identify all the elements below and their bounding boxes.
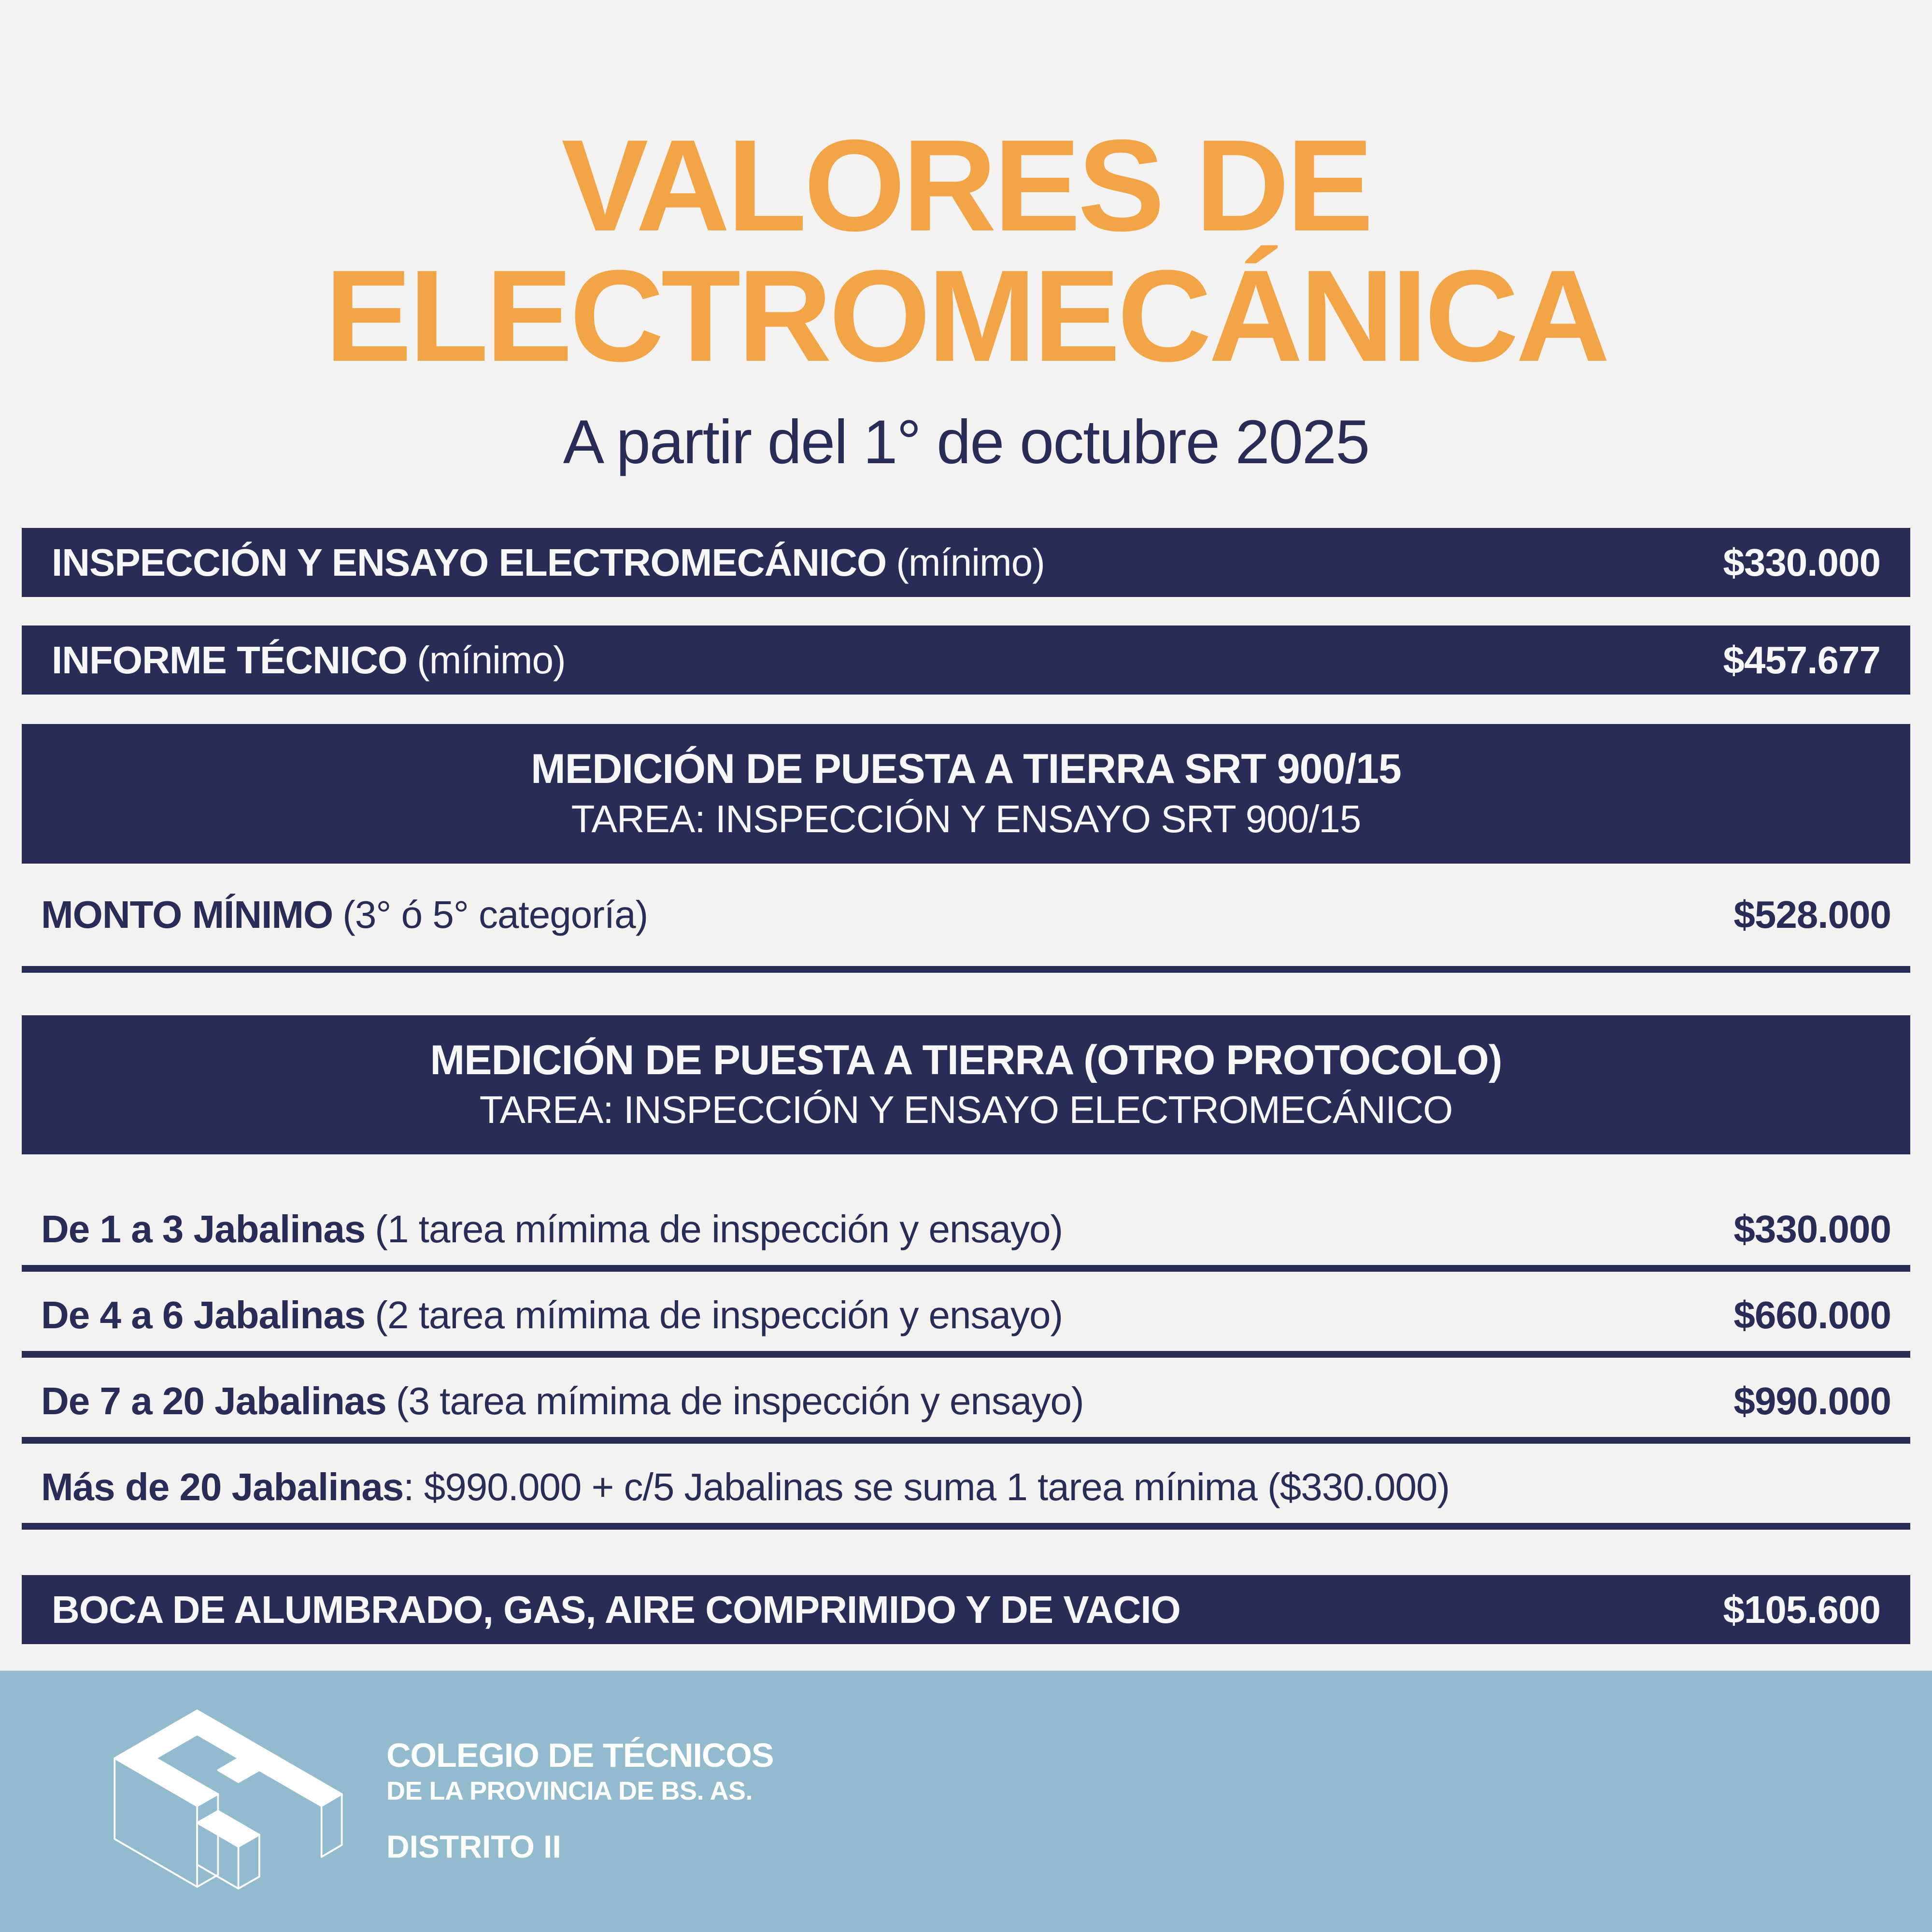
effective-date: A partir del 1° de octubre 2025 — [563, 408, 1370, 477]
row-label: De 1 a 3 Jabalinas (1 tarea mímima de ins… — [41, 1208, 1063, 1251]
ct-isometric-logo-icon — [114, 1709, 343, 1889]
row-label: De 7 a 20 Jabalinas (3 tarea mímima de in… — [41, 1379, 1084, 1423]
row-label: BOCA DE ALUMBRADO, GAS, AIRE COMPRIMIDO … — [52, 1588, 1181, 1631]
header: VALORES DE ELECTROMECÁNICA A partir del … — [0, 0, 1932, 478]
section-header: MEDICIÓN DE PUESTA A TIERRA (OTRO PROTOC… — [22, 1015, 1910, 1155]
page-title-line1: VALORES DE — [561, 113, 1373, 258]
section-title: MEDICIÓN DE PUESTA A TIERRA (OTRO PROTOC… — [430, 1037, 1502, 1083]
section-subtitle: TAREA: INSPECCIÓN Y ENSAYO ELECTROMECÁNI… — [479, 1088, 1453, 1132]
table-row: De 4 a 6 Jabalinas (2 tarea mímima de ins… — [22, 1279, 1910, 1358]
table-row: MONTO MÍNIMO (3° ó 5° categoría) $528.000 — [22, 864, 1910, 973]
district-label: DISTRITO II — [386, 1828, 561, 1864]
row-price: $105.600 — [1723, 1588, 1881, 1631]
row-label: De 4 a 6 Jabalinas (2 tarea mímima de ins… — [41, 1293, 1063, 1337]
section-subtitle: TAREA: INSPECCIÓN Y ENSAYO SRT 900/15 — [571, 797, 1362, 840]
row-price: $457.677 — [1723, 638, 1881, 682]
table-row: De 7 a 20 Jabalinas (3 tarea mímima de in… — [22, 1365, 1910, 1444]
section-header: MEDICIÓN DE PUESTA A TIERRA SRT 900/15 T… — [22, 724, 1910, 864]
organization-name: COLEGIO DE TÉCNICOS — [386, 1736, 774, 1775]
table-row: INFORME TÉCNICO (mínimo) $457.677 — [22, 625, 1910, 695]
row-price: $990.000 — [1733, 1379, 1891, 1423]
row-label: INSPECCIÓN Y ENSAYO ELECTROMECÁNICO (míni… — [52, 540, 1045, 584]
row-price: $330.000 — [1733, 1208, 1891, 1251]
price-table: INSPECCIÓN Y ENSAYO ELECTROMECÁNICO (míni… — [22, 528, 1910, 1645]
row-price: $330.000 — [1723, 540, 1881, 584]
row-label: INFORME TÉCNICO (mínimo) — [52, 638, 566, 682]
table-row: INSPECCIÓN Y ENSAYO ELECTROMECÁNICO (míni… — [22, 528, 1910, 597]
page-title: VALORES DE ELECTROMECÁNICA — [0, 121, 1932, 382]
organization-block: COLEGIO DE TÉCNICOS DE LA PROVINCIA DE B… — [386, 1738, 774, 1864]
section-title: MEDICIÓN DE PUESTA A TIERRA SRT 900/15 — [531, 746, 1402, 793]
row-price: $528.000 — [1733, 893, 1891, 936]
table-row: BOCA DE ALUMBRADO, GAS, AIRE COMPRIMIDO … — [22, 1575, 1910, 1645]
footer-band: COLEGIO DE TÉCNICOS DE LA PROVINCIA DE B… — [0, 1671, 1932, 1932]
table-row: De 1 a 3 Jabalinas (1 tarea mímima de ins… — [22, 1193, 1910, 1272]
page-title-line2: ELECTROMECÁNICA — [325, 243, 1610, 389]
table-row: Más de 20 Jabalinas: $990.000 + c/5 Jaba… — [22, 1451, 1910, 1530]
organization-subname: DE LA PROVINCIA DE BS. AS. — [386, 1776, 753, 1805]
row-price: $660.000 — [1733, 1293, 1891, 1337]
row-label: Más de 20 Jabalinas: $990.000 + c/5 Jaba… — [41, 1465, 1450, 1509]
row-label: MONTO MÍNIMO (3° ó 5° categoría) — [41, 893, 648, 936]
